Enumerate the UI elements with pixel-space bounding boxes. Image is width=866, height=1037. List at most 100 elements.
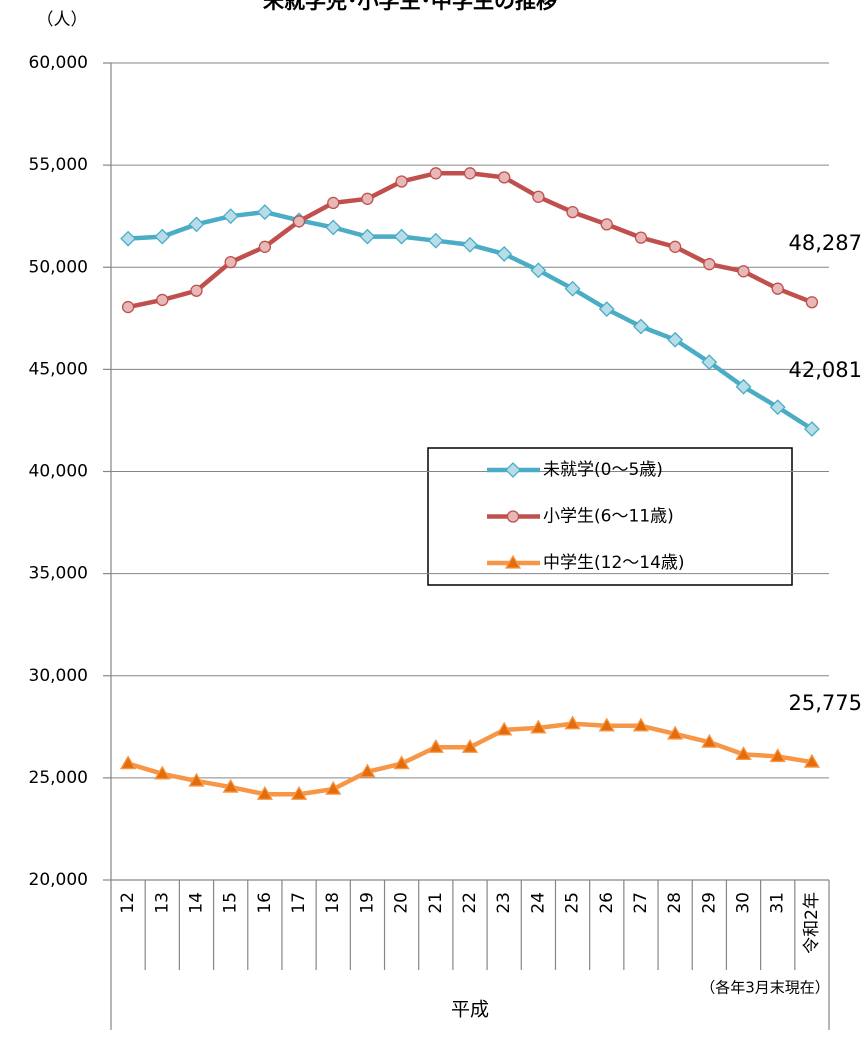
marker <box>530 719 547 734</box>
marker <box>803 421 820 437</box>
x-tick-label: 16 <box>255 892 275 914</box>
x-tick-label: 30 <box>734 892 754 914</box>
x-tick-label: 26 <box>597 892 617 914</box>
marker <box>462 236 478 253</box>
marker <box>701 354 718 371</box>
marker <box>735 746 752 761</box>
marker <box>361 192 374 205</box>
y-unit: （人） <box>37 10 88 30</box>
marker <box>737 265 750 278</box>
marker <box>598 301 615 318</box>
marker <box>461 738 479 753</box>
marker <box>701 733 718 748</box>
x-tick-label: 18 <box>323 892 343 914</box>
x-tick-label: 31 <box>768 892 788 914</box>
marker <box>598 717 615 732</box>
marker <box>566 205 579 219</box>
x-tick-label: 23 <box>494 892 514 914</box>
marker <box>154 765 171 780</box>
marker <box>292 215 306 228</box>
marker <box>703 258 716 271</box>
marker <box>325 219 342 236</box>
marker <box>258 240 272 253</box>
marker <box>633 318 649 335</box>
marker <box>119 755 137 770</box>
legend-label: 未就学(0～5歳) <box>543 460 663 480</box>
marker <box>222 208 239 225</box>
y-tick-label: 35,000 <box>29 564 88 584</box>
marker <box>188 216 205 233</box>
y-tick-label: 55,000 <box>29 155 88 175</box>
x-tick-label: 15 <box>221 892 241 914</box>
marker <box>668 240 682 253</box>
x-tick-label: 22 <box>460 892 480 914</box>
marker <box>395 175 408 188</box>
marker <box>359 228 376 245</box>
marker <box>121 300 135 314</box>
marker <box>532 190 545 203</box>
marker <box>496 246 513 262</box>
legend-label: 中学生(12～14歳) <box>543 553 685 573</box>
marker <box>154 228 171 245</box>
marker <box>156 293 169 307</box>
marker <box>256 204 273 221</box>
x-tick-label: 19 <box>357 892 377 914</box>
x-tick-label: 24 <box>528 892 548 914</box>
marker <box>290 785 308 800</box>
marker <box>505 462 521 478</box>
note: （各年3月末現在） <box>700 979 830 997</box>
y-tick-label: 25,000 <box>29 768 88 788</box>
marker <box>393 755 410 770</box>
marker <box>222 778 239 793</box>
marker <box>504 554 522 569</box>
marker <box>224 255 237 269</box>
marker <box>427 232 444 249</box>
marker <box>325 780 342 795</box>
marker <box>769 399 786 416</box>
y-tick-label: 20,000 <box>29 870 88 890</box>
y-tick-label: 40,000 <box>29 462 88 482</box>
x-tick-label: 27 <box>631 892 651 914</box>
marker <box>564 280 581 297</box>
value-label: 42,081 <box>789 358 862 382</box>
x-tick-label: 28 <box>665 892 685 914</box>
value-label: 25,775 <box>789 691 862 715</box>
x-tick-label: 13 <box>152 892 172 914</box>
y-tick-label: 30,000 <box>29 666 88 686</box>
marker <box>496 721 513 736</box>
y-tick-label: 50,000 <box>29 257 88 277</box>
value-label: 48,287 <box>789 231 862 255</box>
x-tick-label: 17 <box>289 892 309 914</box>
y-tick-label: 45,000 <box>29 359 88 379</box>
marker <box>564 715 581 730</box>
marker <box>600 218 613 231</box>
marker <box>498 171 511 184</box>
marker <box>359 763 376 778</box>
x-tick-label: 14 <box>186 892 206 914</box>
x-tick-label: 12 <box>118 892 138 914</box>
marker <box>530 262 547 279</box>
marker <box>327 196 340 210</box>
marker <box>120 230 137 247</box>
x-tick-label: 29 <box>699 892 719 914</box>
marker <box>805 296 819 309</box>
marker <box>188 772 205 787</box>
marker <box>190 284 203 297</box>
marker <box>803 753 821 768</box>
x-tick-label: 21 <box>426 892 446 914</box>
y-tick-label: 60,000 <box>29 53 88 73</box>
marker <box>634 231 648 244</box>
group-label: 平成 <box>451 999 489 1021</box>
marker <box>393 228 410 245</box>
marker <box>429 167 442 180</box>
x-tick-label: 20 <box>392 892 412 914</box>
marker <box>463 167 477 180</box>
marker <box>735 378 752 395</box>
legend-label: 小学生(6～11歳) <box>543 507 674 527</box>
marker <box>667 725 684 740</box>
chart-title: 未就学児･小学生･中学生の推移 <box>263 0 557 13</box>
x-tick-label: 25 <box>563 892 583 914</box>
marker <box>506 510 520 523</box>
x-tick-label: 令和2年 <box>802 892 822 954</box>
